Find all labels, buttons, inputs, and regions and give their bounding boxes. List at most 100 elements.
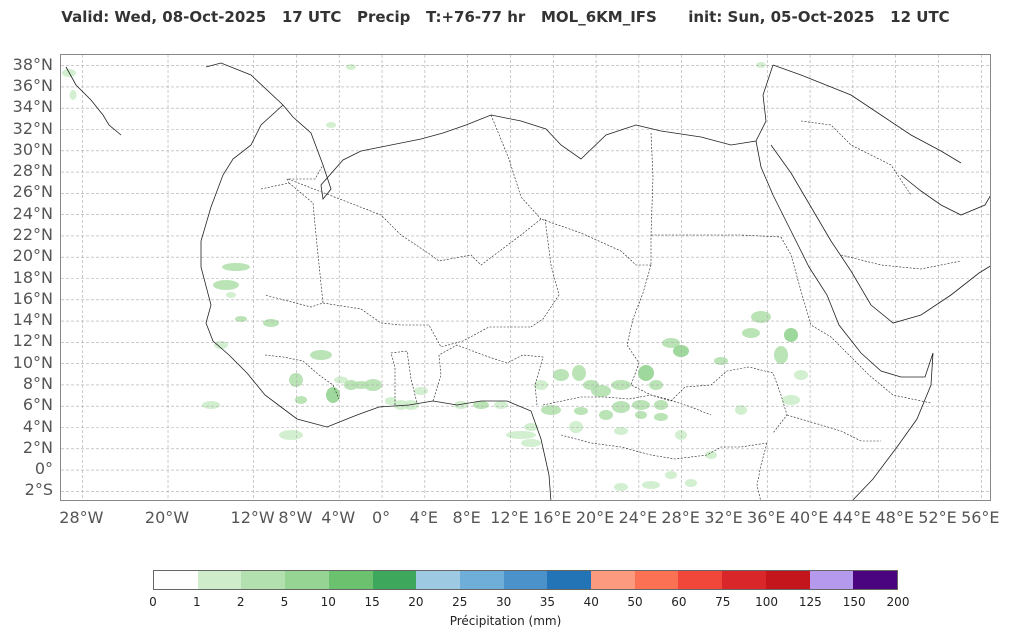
- precip-patch: [614, 483, 628, 491]
- lat-label: 36°N: [12, 75, 53, 95]
- precip-patch: [742, 328, 760, 338]
- precip-patch: [326, 387, 340, 403]
- colorbar-cell: [503, 571, 548, 589]
- precip-patch: [569, 421, 583, 433]
- lon-label: 32°E: [704, 508, 743, 527]
- lat-label: 30°N: [12, 139, 53, 159]
- precip-patch: [591, 385, 611, 397]
- precip-patch: [334, 376, 348, 384]
- precip-patch: [295, 396, 307, 404]
- precip-patch: [665, 471, 677, 479]
- lat-label: 26°N: [12, 182, 53, 202]
- colorbar-tick-label: 150: [842, 595, 866, 609]
- lon-label: 8°E: [452, 508, 481, 527]
- precip-patch: [494, 401, 508, 409]
- precip-patch: [642, 481, 660, 489]
- precip-patch: [454, 401, 468, 409]
- coastline-red-sea-west: [755, 140, 934, 500]
- colorbar-cell: [241, 571, 286, 589]
- graticule: [61, 55, 990, 500]
- colorbar-tick-label: 10: [320, 595, 336, 609]
- colorbar-cell: [765, 571, 810, 589]
- colorbar-tick-label: 30: [495, 595, 512, 609]
- precip-patch: [614, 427, 628, 435]
- colorbar-cell: [591, 571, 635, 589]
- coastlines: [65, 62, 990, 500]
- colorbar-tick-label: 200: [886, 595, 910, 609]
- precip-patch: [263, 319, 279, 327]
- precip-patch: [635, 411, 647, 419]
- colorbar-cell: [154, 571, 198, 589]
- lon-label: 28°W: [59, 508, 104, 527]
- colorbar-cell: [678, 571, 723, 589]
- border-algeria-libya: [490, 114, 542, 220]
- colorbar-cell: [853, 571, 897, 589]
- lon-label: 52°E: [918, 508, 957, 527]
- field-name: Precip: [357, 8, 411, 26]
- colorbar-tick-label: 100: [755, 595, 778, 609]
- border-sahara: [260, 164, 324, 190]
- border-ghana: [390, 350, 418, 405]
- precip-patch: [310, 350, 332, 360]
- map-canvas: [61, 55, 990, 500]
- lon-label: 4°W: [321, 508, 356, 527]
- precip-patch: [654, 413, 668, 421]
- precip-patch: [673, 345, 689, 357]
- colorbar-tick-label: 75: [715, 595, 731, 609]
- lon-label: 20°E: [575, 508, 615, 527]
- precip-patch: [289, 373, 303, 387]
- lat-label: 14°N: [12, 310, 53, 330]
- colorbar-tick-label: 5: [280, 595, 289, 609]
- precip-patch: [385, 397, 397, 405]
- lat-label: 38°N: [12, 54, 53, 74]
- precip-patch: [782, 395, 800, 405]
- colorbar-tick-label: 125: [798, 595, 822, 609]
- colorbar-tick-label: 20: [408, 595, 424, 609]
- precip-patch: [214, 341, 228, 349]
- model-name: MOL_6KM_IFS: [540, 8, 657, 26]
- border-libya-egypt: [650, 132, 654, 265]
- lat-label: 6°N: [22, 395, 53, 415]
- national-borders: [260, 114, 962, 500]
- colorbar-tick-label: 25: [452, 595, 468, 609]
- precip-patch: [599, 410, 613, 420]
- precip-patch: [69, 90, 77, 100]
- precip-patch: [675, 430, 687, 440]
- lon-label: 44°E: [832, 508, 872, 527]
- precip-patch: [326, 122, 336, 128]
- border-car: [542, 394, 712, 416]
- precip-patch: [414, 387, 428, 395]
- colorbar-cell: [722, 571, 766, 589]
- precip-patch: [654, 400, 668, 410]
- coastline-arabia-north: [772, 64, 962, 164]
- colorbar-tick-label: 2: [236, 595, 245, 609]
- precip-patch: [784, 328, 798, 342]
- border-drc: [560, 434, 768, 460]
- precip-patch: [751, 311, 771, 323]
- precip-patch: [213, 280, 239, 290]
- lon-label: 28°E: [661, 508, 700, 527]
- precip-patch: [521, 439, 541, 447]
- coastline-north-africa: [65, 62, 774, 200]
- precip-patch: [662, 338, 680, 348]
- precip-patch: [202, 401, 220, 409]
- colorbar-tick-label: 40: [583, 595, 599, 609]
- init-time: init: Sun, 05-Oct-2025 12 UTC: [688, 8, 950, 26]
- colorbar-cell: [634, 571, 679, 589]
- border-mali-algeria: [287, 178, 651, 266]
- lat-label: 24°N: [12, 203, 53, 223]
- lat-label: 16°N: [12, 288, 53, 308]
- valid-time: Valid: Wed, 08-Oct-2025 17 UTC: [61, 8, 342, 26]
- colorbar-tick-label: 60: [671, 595, 687, 609]
- border-guinea: [264, 354, 340, 400]
- border-kenya: [756, 414, 881, 500]
- map-title: Valid: Wed, 08-Oct-2025 17 UTC Precip T:…: [0, 8, 1011, 26]
- border-mauritania: [264, 182, 324, 308]
- colorbar-cell: [459, 571, 504, 589]
- lat-label: 32°N: [12, 118, 53, 138]
- precip-patch: [574, 407, 588, 415]
- coastline-red-sea-east: [770, 144, 990, 324]
- lat-label: 8°N: [22, 373, 53, 393]
- lon-label: 8°W: [278, 508, 313, 527]
- precip-patch: [473, 401, 489, 409]
